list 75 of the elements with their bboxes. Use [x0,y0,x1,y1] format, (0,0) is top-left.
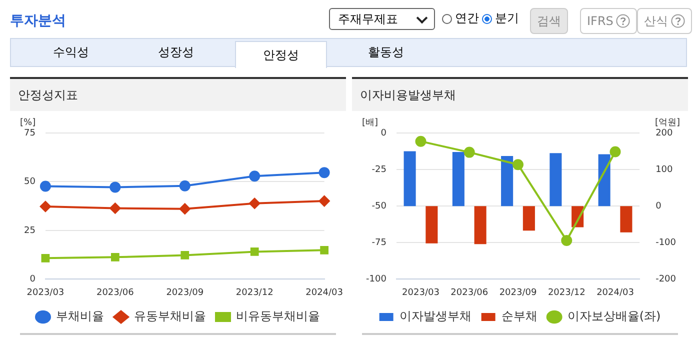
text: 활동성 [367,44,405,61]
legend-label: 유동부채비율 [134,309,206,324]
point [415,136,426,147]
point [110,252,120,262]
y-tick-label: -75 [372,238,386,248]
point [40,180,51,192]
y-tick-label: -100 [366,274,387,285]
x-tick-label: 2023/06 [96,288,134,298]
bar [620,206,632,232]
point [249,170,260,182]
y-tick-label: 75 [24,128,36,138]
x-tick-label: 2023/03 [402,288,440,298]
text: 성장성 [157,44,195,61]
legend-label: 이자발생부채 [399,309,472,324]
bar [550,153,562,206]
text: 연간 [455,10,479,27]
text: 수익성 [52,44,90,61]
text: 산식 [637,8,692,34]
bar [501,156,514,206]
point [318,196,330,207]
y-axis-title: [배] [362,118,378,128]
point [110,202,121,214]
y-tick-label: -25 [372,164,386,175]
bar [598,154,610,206]
x-tick-label: 2024/03 [596,288,634,298]
text: 분기 [495,10,519,27]
text: 검색 [530,8,568,34]
bar [452,152,464,206]
point [179,180,190,192]
point [250,248,259,256]
x-tick-label: 2023/09 [166,288,204,298]
x-tick-label: 2023/06 [450,288,488,298]
x-tick-label: 2024/03 [306,288,343,298]
point [512,159,524,170]
y2-tick-label: -100 [656,238,676,248]
point [110,182,121,193]
bar [522,206,535,231]
text: 투자분석 [10,12,66,30]
text: IFRS [580,8,638,34]
point [180,251,190,260]
text: 주재무제표 [338,10,398,28]
y-axis-title: [%] [20,118,36,128]
y2-tick-label: 200 [656,128,674,138]
point [179,203,190,214]
legend-label: 비유동부채비율 [236,309,320,324]
x-tick-label: 2023/12 [236,288,274,298]
point [320,246,328,254]
legend-label: 순부채 [501,309,538,324]
bar [404,151,416,206]
legend-label: 부채비율 [56,309,104,324]
y-tick-label: 50 [24,177,36,188]
bar [474,206,486,244]
point [464,146,475,158]
y-tick-label: 25 [24,226,36,236]
point [249,198,260,209]
x-tick-label: 2023/09 [499,288,537,298]
point [41,254,50,262]
y2-axis-title: [억원] [654,118,680,128]
chart-title: 안정성지표 [10,77,346,111]
point [40,200,51,212]
point [561,234,572,246]
y-tick-label: 0 [30,274,36,285]
y2-tick-label: 0 [656,201,662,212]
x-tick-label: 2023/12 [548,288,586,298]
y2-tick-label: -200 [656,274,676,285]
bar [426,206,438,244]
point [610,146,621,158]
legend-label: 이자보상배율(좌) [567,309,661,324]
y2-tick-label: 100 [656,164,674,175]
x-tick-label: 2023/03 [26,288,64,298]
point [318,167,330,178]
y-tick-label: 0 [380,128,387,138]
y-tick-label: -50 [372,201,387,212]
chart-title: 이자비용발생부채 [352,77,688,111]
text: 안정성 [235,41,327,68]
